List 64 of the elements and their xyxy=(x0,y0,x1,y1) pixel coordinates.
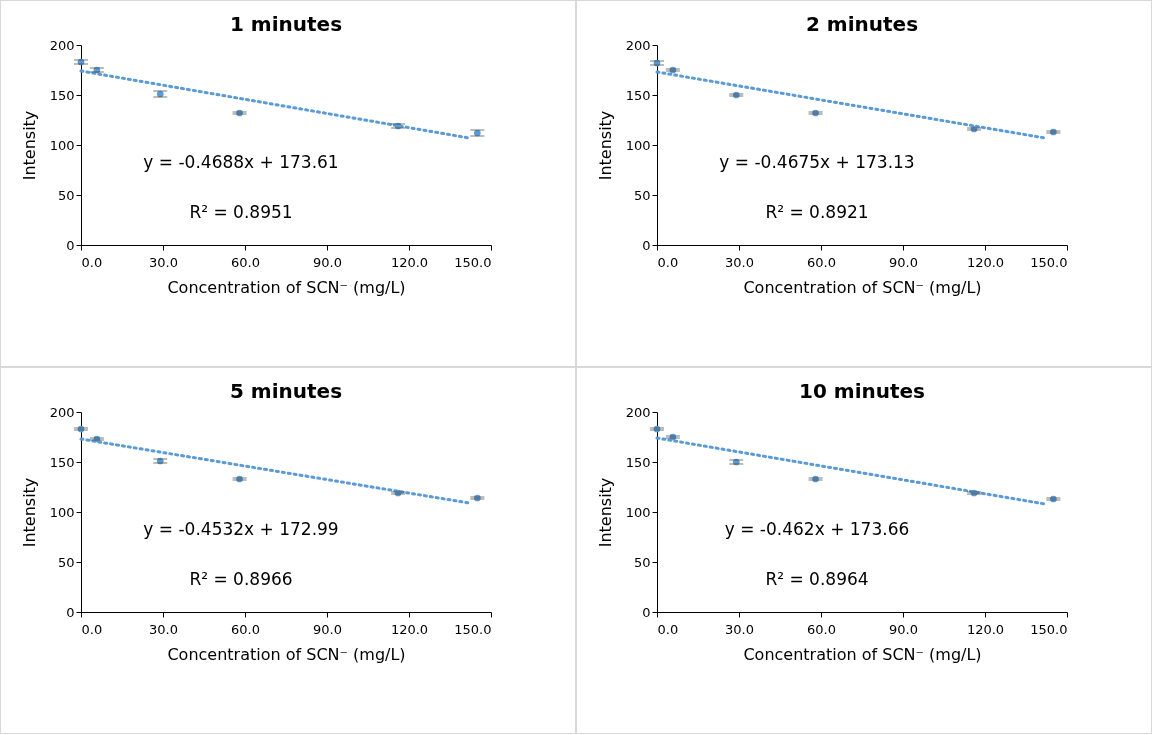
x-tick-label: 90.0 xyxy=(889,254,918,270)
y-axis-title: Intensity xyxy=(595,110,615,181)
annotation: y = -0.4532x + 172.99 xyxy=(143,519,339,539)
x-tick-label: 30.0 xyxy=(725,621,754,637)
y-tick-label: 150 xyxy=(625,87,651,103)
y-tick-label: 0 xyxy=(642,604,651,620)
y-tick-label: 100 xyxy=(625,137,651,153)
y-tick-label: 200 xyxy=(49,404,75,420)
x-axis-title: Concentration of SCN⁻ (mg/L) xyxy=(743,277,982,297)
chart-title: 5 minutes xyxy=(229,379,343,403)
x-tick-label: 60.0 xyxy=(807,621,836,637)
x-tick-label: 150.0 xyxy=(1030,621,1068,637)
x-axis-title: Concentration of SCN⁻ (mg/L) xyxy=(167,644,406,664)
y-tick-label: 100 xyxy=(49,137,75,153)
chart-title: 1 minutes xyxy=(229,12,343,36)
x-tick-label: 90.0 xyxy=(889,621,918,637)
y-axis-title: Intensity xyxy=(595,477,615,548)
y-tick-label: 200 xyxy=(49,37,75,53)
y-axis-title: Intensity xyxy=(19,477,39,548)
annotation: R² = 0.8921 xyxy=(765,202,869,222)
y-tick-label: 100 xyxy=(49,504,75,520)
x-tick-label: 60.0 xyxy=(231,254,260,270)
annotation: y = -0.4675x + 173.13 xyxy=(719,152,915,172)
y-tick-label: 50 xyxy=(57,554,75,570)
y-tick-label: 150 xyxy=(625,454,651,470)
y-tick-label: 50 xyxy=(633,554,651,570)
x-tick-label: 90.0 xyxy=(313,621,342,637)
x-tick-label: 0.0 xyxy=(657,621,679,637)
x-tick-label: 0.0 xyxy=(81,254,103,270)
y-tick-label: 50 xyxy=(633,187,651,203)
x-tick-label: 30.0 xyxy=(149,621,178,637)
y-tick-label: 200 xyxy=(625,37,651,53)
x-tick-label: 60.0 xyxy=(807,254,836,270)
x-tick-label: 60.0 xyxy=(231,621,260,637)
y-tick-label: 100 xyxy=(625,504,651,520)
annotation: y = -0.462x + 173.66 xyxy=(724,519,910,539)
x-tick-label: 90.0 xyxy=(313,254,342,270)
x-tick-label: 30.0 xyxy=(725,254,754,270)
x-tick-label: 30.0 xyxy=(149,254,178,270)
x-axis-title: Concentration of SCN⁻ (mg/L) xyxy=(743,644,982,664)
y-tick-label: 0 xyxy=(66,237,75,253)
x-tick-label: 150.0 xyxy=(454,621,492,637)
y-axis-title: Intensity xyxy=(19,110,39,181)
annotation: R² = 0.8964 xyxy=(765,569,869,589)
annotation: R² = 0.8951 xyxy=(189,202,293,222)
y-tick-label: 50 xyxy=(57,187,75,203)
y-tick-label: 0 xyxy=(66,604,75,620)
annotation: R² = 0.8966 xyxy=(189,569,293,589)
annotation: y = -0.4688x + 173.61 xyxy=(143,152,339,172)
x-axis-title: Concentration of SCN⁻ (mg/L) xyxy=(167,277,406,297)
x-tick-label: 120.0 xyxy=(390,254,429,270)
y-tick-label: 150 xyxy=(49,454,75,470)
x-tick-label: 120.0 xyxy=(390,621,429,637)
x-tick-label: 0.0 xyxy=(657,254,679,270)
chart-title: 2 minutes xyxy=(805,12,919,36)
y-tick-label: 0 xyxy=(642,237,651,253)
x-tick-label: 120.0 xyxy=(966,254,1005,270)
x-tick-label: 120.0 xyxy=(966,621,1005,637)
y-tick-label: 200 xyxy=(625,404,651,420)
y-tick-label: 150 xyxy=(49,87,75,103)
chart-title: 10 minutes xyxy=(799,379,925,403)
x-tick-label: 0.0 xyxy=(81,621,103,637)
x-tick-label: 150.0 xyxy=(1030,254,1068,270)
x-tick-label: 150.0 xyxy=(454,254,492,270)
